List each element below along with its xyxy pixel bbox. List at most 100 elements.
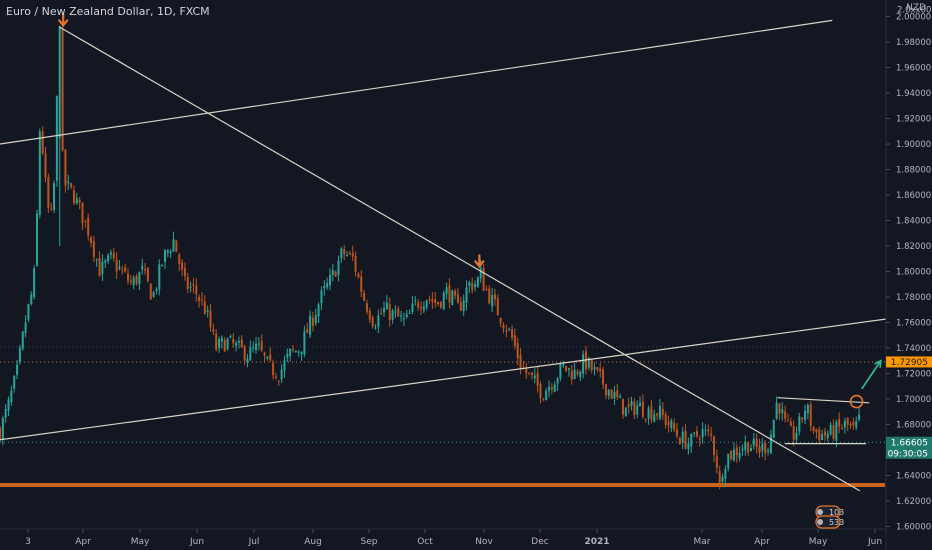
candle-body <box>67 181 70 184</box>
trendline <box>0 19 833 145</box>
candle-body <box>195 285 198 295</box>
candle-body <box>72 190 75 204</box>
candle-body <box>496 298 499 316</box>
candle-body <box>383 308 386 313</box>
candle-body <box>644 418 647 420</box>
candle-body <box>101 261 104 274</box>
candle-body <box>98 258 101 277</box>
x-tick-label: Apr <box>75 537 91 547</box>
x-tick-label: Jul <box>248 537 260 547</box>
candle-body <box>391 310 394 320</box>
candle-body <box>277 380 280 382</box>
candle-body <box>653 414 656 422</box>
y-tick-label: 1.68000 <box>896 420 931 430</box>
candle-body <box>266 356 269 359</box>
candle-body <box>346 254 349 256</box>
candle-body <box>519 355 522 369</box>
candle-body <box>138 272 141 285</box>
candle-body <box>727 453 730 469</box>
candle-body <box>351 252 354 257</box>
candle-body <box>556 378 559 384</box>
candle-body <box>84 220 87 222</box>
candle-body <box>650 406 653 420</box>
candle-body <box>511 329 514 338</box>
candle-body <box>701 429 704 438</box>
candle-body <box>243 346 246 361</box>
candle-body <box>755 438 758 448</box>
badge-count: 533 <box>829 518 844 527</box>
candle-body <box>454 290 457 296</box>
candle-body <box>317 304 320 317</box>
candle-body <box>183 267 186 277</box>
candle-body <box>274 376 277 378</box>
candle-body <box>613 391 616 399</box>
candle-body <box>724 469 727 479</box>
trendlines <box>0 19 917 492</box>
candle-body <box>411 303 414 312</box>
candle-body <box>633 401 636 415</box>
candle-body <box>166 250 169 253</box>
candle-body <box>218 339 221 348</box>
candle-body <box>573 369 576 379</box>
candle-body <box>402 318 405 320</box>
candle-body <box>693 432 696 434</box>
candle-body <box>240 339 243 348</box>
candle-body <box>590 359 593 371</box>
candle-body <box>314 314 317 324</box>
candle-body <box>215 333 218 350</box>
candle-body <box>761 443 764 451</box>
candle-body <box>272 363 275 376</box>
candle-body <box>400 315 403 317</box>
candle-body <box>297 351 300 353</box>
candle-body <box>152 292 155 297</box>
support-band <box>0 483 885 488</box>
y-tick-label: 1.78000 <box>896 293 931 303</box>
x-axis-ticks[interactable]: 3 Apr May Jun Jul Aug Sep Oct Nov Dec 2021 Mar Apr Ma… <box>25 529 882 547</box>
candle-body <box>530 372 533 376</box>
candle-body <box>58 26 61 138</box>
candle-body <box>55 96 58 181</box>
candles <box>0 23 861 490</box>
candle-body <box>286 353 289 358</box>
candle-body <box>64 149 67 186</box>
candle-body <box>769 434 772 454</box>
candle-body <box>513 335 516 347</box>
candle-body <box>587 357 590 368</box>
candle-body <box>163 250 166 262</box>
candle-body <box>456 294 459 304</box>
currency-label: NZD <box>906 3 926 13</box>
x-tick-label: May <box>809 537 828 547</box>
candle-body <box>311 317 314 326</box>
candle-body <box>186 276 189 290</box>
y-tick-label-cut: 2.0xx00 <box>897 6 931 16</box>
candle-body <box>374 327 377 329</box>
candle-body <box>570 370 573 380</box>
up-arrow-shaft <box>861 360 882 390</box>
candle-body <box>206 310 209 312</box>
candle-body <box>385 302 388 310</box>
candle-body <box>198 296 201 301</box>
candle-body <box>562 364 565 366</box>
candle-body <box>593 367 596 370</box>
candle-body <box>821 433 824 441</box>
candle-body <box>491 295 494 307</box>
y-tick-label: 1.94000 <box>896 89 931 99</box>
candle-body <box>616 390 619 398</box>
candle-body <box>550 387 553 390</box>
candle-body <box>209 310 212 328</box>
candle-body <box>812 427 815 431</box>
candle-body <box>627 404 630 408</box>
candle-body <box>235 342 238 346</box>
price-tag-bg <box>886 356 932 368</box>
candle-body <box>33 268 36 298</box>
candle-body <box>112 253 115 259</box>
candle-body <box>87 217 90 236</box>
candle-body <box>306 328 309 333</box>
candle-body <box>789 421 792 427</box>
candle-body <box>462 300 465 312</box>
candle-body <box>397 308 400 317</box>
candle-body <box>437 302 440 305</box>
candle-body <box>229 335 232 338</box>
